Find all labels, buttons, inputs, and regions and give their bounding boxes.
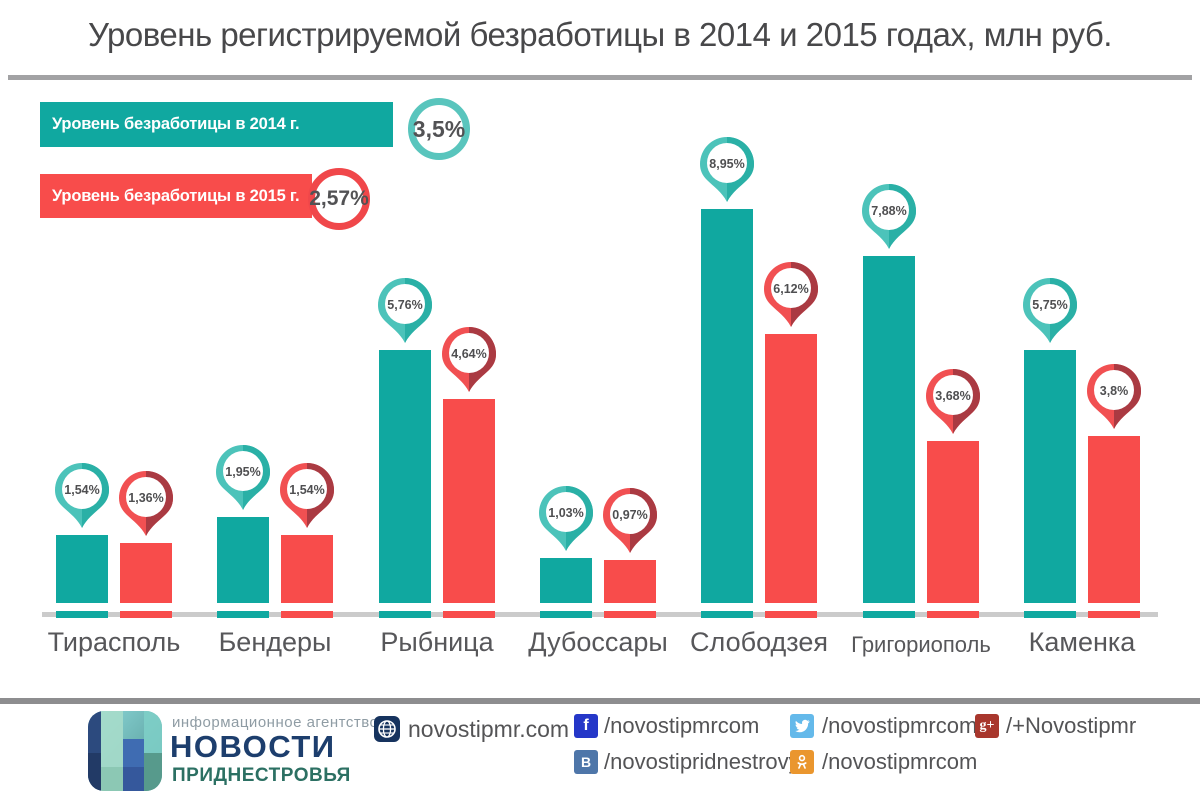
bar-2015-Каменка [1088,436,1140,603]
legend-2014-value: 3,5% [412,115,466,142]
city-label-Бендеры: Бендеры [218,627,332,657]
odnoklassniki-handle: /novostipmrcom [822,749,978,774]
bar-2015-Слободзея [765,334,817,603]
city-label-Дубоссары: Дубоссары [528,627,668,657]
value-pin-2015-Каменка: 3,8% [1086,364,1142,430]
value-pin-2015-Григориополь: 3,68% [925,369,981,435]
bar-2014-Тирасполь [56,535,108,603]
axis-strip-2015-Рыбница [443,611,495,618]
vk-icon: В [574,750,598,774]
website-url: novostipmr.com [408,716,570,742]
agency-name-line2: ПРИДНЕСТРОВЬЯ [172,765,351,786]
axis-strip-2015-Григориополь [927,611,979,618]
value-pin-2015-Тирасполь: 1,36% [118,471,174,537]
svg-text:1,54%: 1,54% [289,483,324,497]
bar-2014-Каменка [1024,350,1076,603]
svg-text:1,36%: 1,36% [128,491,163,505]
legend-2014-box: Уровень безработицы в 2014 г. [40,102,393,147]
agency-tagline: информационное агентство [172,714,379,731]
axis-strip-2014-Слободзея [701,611,753,618]
svg-text:5,76%: 5,76% [387,298,422,312]
bar-2015-Григориополь [927,441,979,603]
value-pin-2014-Слободзея: 8,95% [699,137,755,203]
legend-2014-value-circle: 3,5% [408,98,470,160]
google-plus-icon: g+ [975,714,999,738]
bar-2014-Бендеры [217,517,269,603]
twitter-icon [790,714,814,738]
value-pin-2015-Дубоссары: 0,97% [602,488,658,554]
x-axis-line [42,612,1158,617]
facebook-handle: /novostipmrcom [604,713,760,738]
axis-strip-2015-Каменка [1088,611,1140,618]
axis-strip-2015-Слободзея [765,611,817,618]
axis-strip-2014-Рыбница [379,611,431,618]
axis-strip-2015-Дубоссары [604,611,656,618]
value-pin-2014-Каменка: 5,75% [1022,278,1078,344]
svg-text:6,12%: 6,12% [773,282,808,296]
axis-strip-2014-Дубоссары [540,611,592,618]
svg-text:5,75%: 5,75% [1032,298,1067,312]
axis-strip-2015-Бендеры [281,611,333,618]
legend-2015-value: 2,57% [309,187,369,210]
chart-title: Уровень регистрируемой безработицы в 201… [88,16,1112,53]
bar-2015-Тирасполь [120,543,172,603]
bar-2015-Бендеры [281,535,333,603]
value-pin-2015-Бендеры: 1,54% [279,463,335,529]
svg-text:3,68%: 3,68% [935,389,970,403]
svg-text:4,64%: 4,64% [451,347,486,361]
bar-2015-Дубоссары [604,560,656,603]
value-pin-2014-Рыбница: 5,76% [377,278,433,344]
legend-2015-label: Уровень безработицы в 2015 г. [52,186,300,205]
value-pin-2015-Слободзея: 6,12% [763,262,819,328]
city-label-Каменка: Каменка [1028,627,1136,657]
city-label-Слободзея: Слободзея [690,627,828,657]
axis-strip-2015-Тирасполь [120,611,172,618]
legend-2015-value-circle: 2,57% [308,168,370,230]
svg-text:1,54%: 1,54% [64,483,99,497]
value-pin-2014-Дубоссары: 1,03% [538,486,594,552]
vk-handle: /novostipridnestrovya [604,749,812,774]
svg-text:7,88%: 7,88% [871,204,906,218]
city-label-Рыбница: Рыбница [380,627,494,657]
globe-icon [374,716,400,742]
city-label-Тирасполь: Тирасполь [47,627,181,657]
odnoklassniki-icon [790,750,814,774]
axis-strip-2014-Каменка [1024,611,1076,618]
value-pin-2014-Бендеры: 1,95% [215,445,271,511]
svg-text:1,03%: 1,03% [548,506,583,520]
value-pin-2015-Рыбница: 4,64% [441,327,497,393]
bar-2014-Григориополь [863,256,915,603]
footer-separator [0,698,1200,704]
title-separator [8,75,1192,80]
google-plus-handle: /+Novostipmr [1006,713,1137,738]
axis-strip-2014-Григориополь [863,611,915,618]
legend-2014-label: Уровень безработицы в 2014 г. [52,115,300,133]
agency-logo-icon [88,711,162,791]
legend-2015-box: Уровень безработицы в 2015 г. [40,174,312,218]
bar-2014-Рыбница [379,350,431,603]
bar-2015-Рыбница [443,399,495,603]
facebook-icon: f [574,714,598,738]
axis-strip-2014-Тирасполь [56,611,108,618]
value-pin-2014-Тирасполь: 1,54% [54,463,110,529]
svg-text:3,8%: 3,8% [1100,384,1129,398]
value-pin-2014-Григориополь: 7,88% [861,184,917,250]
city-label-Григориополь: Григориополь [851,632,991,657]
svg-text:1,95%: 1,95% [225,465,260,479]
svg-text:8,95%: 8,95% [709,157,744,171]
bar-2014-Дубоссары [540,558,592,603]
bar-2014-Слободзея [701,209,753,603]
agency-name-line1: НОВОСТИ [170,729,336,764]
svg-text:0,97%: 0,97% [612,508,647,522]
axis-strip-2014-Бендеры [217,611,269,618]
twitter-handle: /novostipmrcom [822,713,978,738]
